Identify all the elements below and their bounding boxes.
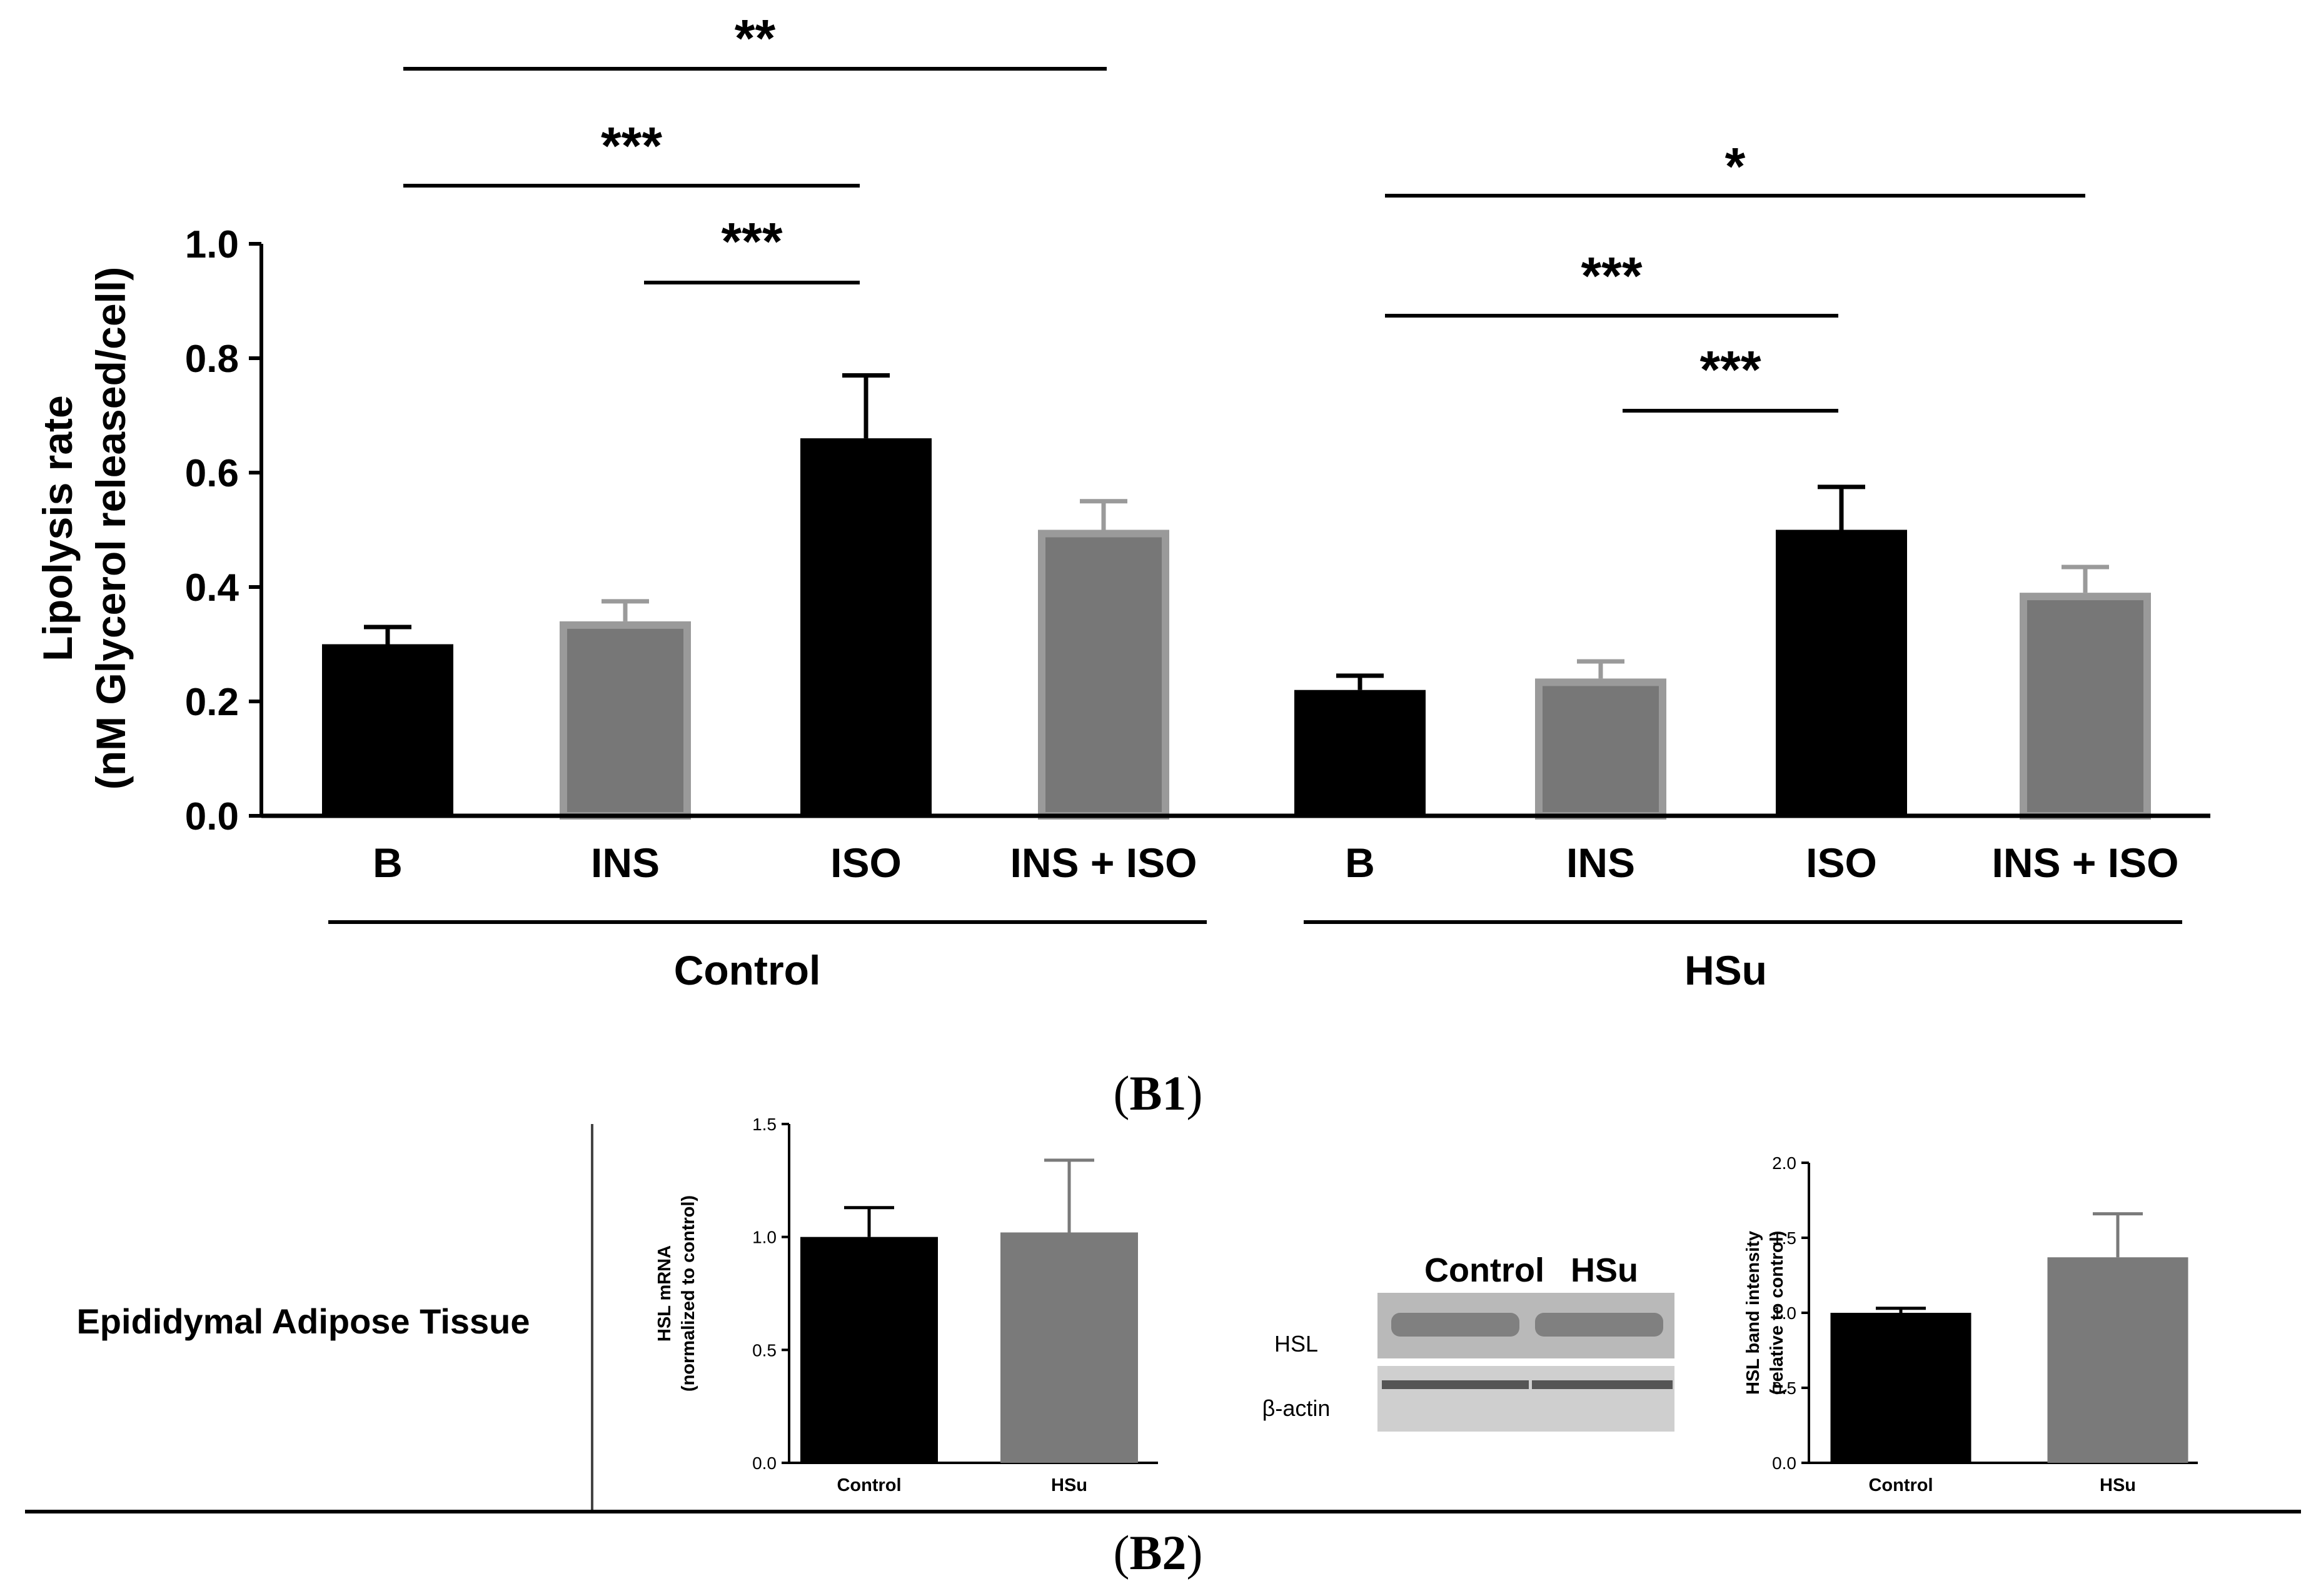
blot-lane-control: Control	[1424, 1252, 1544, 1289]
y-tick-label: 0.2	[185, 681, 239, 724]
significance-stars: ***	[1581, 246, 1642, 305]
tissue-label: Epididymal Adipose Tissue	[76, 1302, 530, 1341]
panel-label-b2: (B2)	[1114, 1525, 1203, 1580]
y-axis-label-line1: Lipolysis rate	[34, 395, 81, 661]
panel-label-b1: (B1)	[1114, 1066, 1203, 1120]
y-tick-label: 2.0	[1772, 1153, 1796, 1173]
bar	[1038, 529, 1169, 820]
bar	[560, 621, 691, 820]
blot-row-actin: β-actin	[1262, 1395, 1331, 1421]
panel-label-b1-text: B1	[1129, 1066, 1186, 1120]
x-tick-label: Control	[1868, 1475, 1933, 1495]
x-tick-label: Control	[837, 1475, 901, 1495]
western-blot: Control HSu HSL β-actin	[1262, 1252, 1674, 1432]
y-axis-label-line1: HSL mRNA	[655, 1245, 675, 1342]
y-tick-label: 0.0	[185, 795, 239, 838]
blot-actin-band-control	[1382, 1380, 1529, 1389]
y-tick-label: 1.0	[752, 1228, 777, 1247]
y-tick-label: 0.5	[1772, 1378, 1796, 1398]
bar	[1000, 1232, 1138, 1463]
hsl-expression-panel: Epididymal Adipose Tissue 0.0 0.5 1.0 1.5 Co…	[25, 1115, 2301, 1513]
x-tick-label: HSu	[1051, 1475, 1087, 1495]
y-tick-label: 0.6	[185, 452, 239, 495]
y-axis-label-line2: (nM Glycerol released/cell)	[88, 267, 134, 790]
blot-row-hsl: HSL	[1274, 1331, 1318, 1357]
y-axis	[259, 244, 2210, 818]
y-tick-label: 0.0	[1772, 1453, 1796, 1473]
bar	[1776, 529, 1907, 816]
x-tick-label: B	[1345, 840, 1375, 886]
x-tick-label: INS + ISO	[1992, 840, 2179, 886]
x-tick-label: INS	[1566, 840, 1635, 886]
blot-hsl-band-hsu	[1535, 1313, 1663, 1337]
x-tick-label: B	[373, 840, 403, 886]
bars	[322, 373, 2151, 820]
significance-stars: ***	[1699, 340, 1761, 399]
y-tick-label: 1.0	[1772, 1303, 1796, 1323]
x-tick-label: HSu	[2100, 1475, 2136, 1495]
y-axis-label-line2: (normalized to control)	[678, 1195, 698, 1392]
bar	[1830, 1313, 1971, 1463]
lipolysis-chart: *************** 0.00.20.40.60.81.0 B INS I…	[34, 9, 2210, 993]
bar	[800, 438, 932, 816]
blot-actin-strip	[1377, 1366, 1674, 1432]
blot-actin-band-hsu	[1532, 1380, 1673, 1389]
blot-lane-hsu: HSu	[1571, 1252, 1638, 1289]
hsl-mrna-chart: 0.0 0.5 1.0 1.5 Control HSu HSL mRNA (normalize…	[655, 1115, 1158, 1495]
significance-stars: *	[1725, 137, 1746, 196]
y-tick-label: 0.4	[185, 566, 239, 610]
x-tick-label: ISO	[1806, 840, 1877, 886]
group-label-hsu: HSu	[1684, 947, 1767, 993]
significance-brackets: ***************	[403, 9, 2085, 413]
bar	[1535, 678, 1666, 820]
y-tick-label: 1.5	[1772, 1228, 1796, 1248]
x-tick-label: ISO	[830, 840, 902, 886]
y-axis-label-line1: HSL band intensity	[1743, 1231, 1763, 1395]
y-axis-label-line2: (relative to control)	[1767, 1231, 1787, 1395]
bar	[1294, 690, 1426, 816]
bar	[2047, 1257, 2188, 1463]
significance-stars: ***	[721, 212, 782, 271]
significance-stars: ***	[601, 116, 662, 175]
blot-hsl-band-control	[1391, 1313, 1519, 1337]
significance-stars: **	[735, 9, 776, 68]
y-tick-label: 1.0	[185, 223, 239, 266]
y-tick-label: 1.5	[752, 1115, 777, 1134]
y-tick-label: 0.8	[185, 338, 239, 381]
y-tick-label: 0.0	[752, 1453, 777, 1473]
bar	[2020, 593, 2151, 820]
y-ticks: 0.0 0.2 0.4 0.6 0.8 1.0	[185, 223, 261, 838]
x-tick-label: INS	[591, 840, 660, 886]
x-tick-label: INS + ISO	[1010, 840, 1197, 886]
bar	[322, 644, 453, 816]
x-tick-labels: B INS ISO INS + ISO B INS ISO INS + ISO	[373, 840, 2178, 886]
group-label-control: Control	[674, 947, 821, 993]
y-tick-label: 0.5	[752, 1340, 777, 1360]
bar	[800, 1237, 938, 1463]
panel-label-b2-text: B2	[1129, 1525, 1186, 1580]
hsl-band-intensity-chart: 0.0 0.5 1.0 1.5 2.0 Control HSu HSL band intens…	[1743, 1153, 2198, 1495]
